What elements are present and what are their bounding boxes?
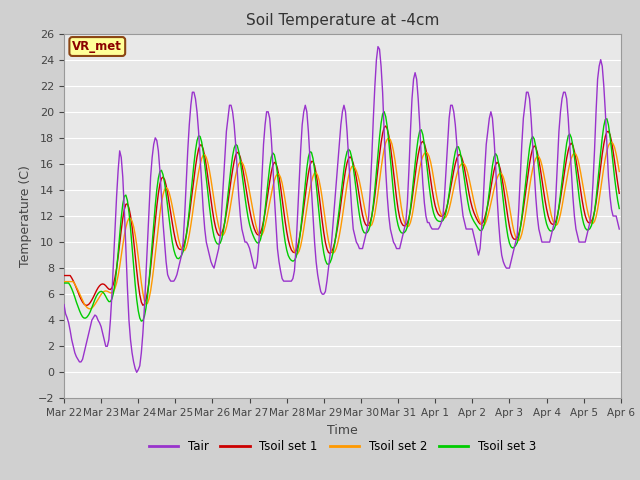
Text: VR_met: VR_met (72, 40, 122, 53)
X-axis label: Time: Time (327, 424, 358, 437)
Title: Soil Temperature at -4cm: Soil Temperature at -4cm (246, 13, 439, 28)
Y-axis label: Temperature (C): Temperature (C) (19, 165, 32, 267)
Legend: Tair, Tsoil set 1, Tsoil set 2, Tsoil set 3: Tair, Tsoil set 1, Tsoil set 2, Tsoil se… (144, 436, 541, 458)
